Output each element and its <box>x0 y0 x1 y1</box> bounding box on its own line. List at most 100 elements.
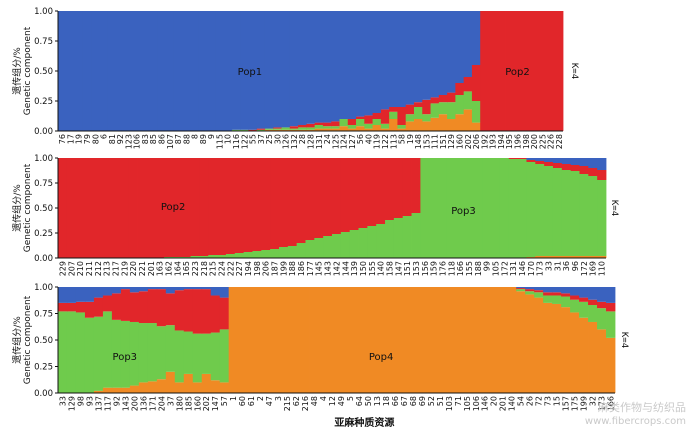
bar-segment-pop4 <box>389 119 398 131</box>
population-label: Pop2 <box>161 202 186 213</box>
x-tick-label: 107 <box>166 134 175 149</box>
x-tick-label: 5 <box>346 396 355 401</box>
x-tick-label: 8 <box>191 134 200 139</box>
bar-segment-pop1 <box>422 11 431 100</box>
bar-segment-pop1 <box>102 287 113 296</box>
x-tick-label: 192 <box>480 134 489 149</box>
x-tick-label: 129 <box>447 134 456 149</box>
bar-segment-pop1 <box>91 11 100 131</box>
bar-segment-pop4 <box>129 385 140 393</box>
bar-segment-pop4 <box>507 287 517 393</box>
k-value-label: K=4 <box>609 200 619 216</box>
x-tick-label: 172 <box>580 261 589 276</box>
x-tick-label: 188 <box>288 261 297 276</box>
bar-segment-pop2 <box>298 125 307 128</box>
bar-segment-pop4 <box>363 287 373 393</box>
bar-segment-pop3 <box>446 158 457 258</box>
x-tick-label: 49 <box>337 396 346 406</box>
bar-segment-pop4 <box>516 291 526 393</box>
bar-segment-pop4 <box>174 382 185 393</box>
bar-segment-pop4 <box>327 287 337 393</box>
bar-segment-pop2 <box>385 158 395 220</box>
bar-segment-pop2 <box>58 158 68 258</box>
bar-segment-pop4 <box>201 373 212 393</box>
x-tick-label: 224 <box>218 261 227 276</box>
x-tick-label: 143 <box>324 261 333 276</box>
bar-segment-pop3 <box>534 292 544 298</box>
bar-segment-pop4 <box>597 329 607 393</box>
bar-segment-pop4 <box>455 114 465 131</box>
x-tick-label: 150 <box>359 261 368 276</box>
bar-segment-pop2 <box>278 158 289 247</box>
x-tick-label: 211 <box>85 261 94 276</box>
y-tick-label: 0.25 <box>34 363 53 373</box>
bar-segment-pop1 <box>190 11 200 131</box>
y-tick-label: 0.50 <box>34 336 53 346</box>
x-tick-label: 194 <box>244 261 253 276</box>
bar-segment-pop2 <box>554 11 564 131</box>
x-tick-label: 55 <box>249 134 258 144</box>
bar-segment-pop4 <box>535 256 545 258</box>
bar-segment-pop1 <box>516 287 526 289</box>
x-tick-label: 199 <box>279 261 288 276</box>
bar-segment-pop4 <box>534 297 544 393</box>
bar-segment-pop2 <box>102 158 112 258</box>
x-tick-label: 32 <box>589 396 598 406</box>
bar-segment-pop1 <box>552 158 563 163</box>
y-tick-label: 1.00 <box>34 7 53 17</box>
k-value-label: K=4 <box>619 332 629 348</box>
bar-segment-pop3 <box>364 123 373 129</box>
bar-segment-pop3 <box>447 102 456 119</box>
bar-segment-pop2 <box>349 158 359 230</box>
bar-segment-pop1 <box>588 158 598 168</box>
bar-segment-pop1 <box>223 11 233 131</box>
panel-3: 0.00 0.25 0.50 0.75 1.00 遗传组分/% Genetic compon… <box>11 283 629 429</box>
bar-segment-pop2 <box>570 295 580 300</box>
bar-segment-pop1 <box>149 11 158 131</box>
bar-segment-pop2 <box>552 163 563 168</box>
bar-segment-pop4 <box>237 287 248 393</box>
bar-segment-pop3 <box>393 218 404 258</box>
x-tick-label: 216 <box>301 396 310 411</box>
x-tick-label: 67 <box>400 396 409 406</box>
x-tick-label: 195 <box>505 134 514 149</box>
bar-segment-pop4 <box>570 312 580 393</box>
bar-segment-pop2 <box>172 158 183 257</box>
bar-segment-pop2 <box>546 11 556 131</box>
bar-segment-pop2 <box>356 116 365 119</box>
x-tick-label: 201 <box>147 261 156 276</box>
bar-segment-pop2 <box>526 160 536 162</box>
x-tick-label: 52 <box>427 396 436 406</box>
bar-segment-pop3 <box>606 311 616 338</box>
bar-segment-pop2 <box>248 129 258 131</box>
x-tick-label: 198 <box>522 134 531 149</box>
bar-segment-pop2 <box>217 158 227 255</box>
x-tick-label: 215 <box>209 261 218 276</box>
bar-segment-pop2 <box>93 158 103 258</box>
bar-segment-pop4 <box>561 307 571 393</box>
bar-segment-pop4 <box>397 128 407 131</box>
bar-segment-pop2 <box>544 162 554 166</box>
bar-segment-pop2 <box>471 65 481 101</box>
x-tick-label: 163 <box>156 261 165 276</box>
bar-segment-pop1 <box>93 287 104 298</box>
x-tick-label: 176 <box>438 261 447 276</box>
bar-segment-pop3 <box>405 114 415 122</box>
bar-segment-pop4 <box>281 129 291 131</box>
x-tick-label: 37 <box>257 134 266 144</box>
x-tick-label: 19 <box>406 134 415 144</box>
bar-segment-pop3 <box>525 291 535 295</box>
bar-segment-pop4 <box>422 121 431 131</box>
y-tick-label: 0.75 <box>34 310 53 320</box>
x-tick-label: 30 <box>273 134 282 144</box>
x-tick-label: 194 <box>497 134 506 149</box>
bar-segment-pop2 <box>579 166 589 174</box>
bar-segment-pop3 <box>234 253 245 258</box>
bar-segment-pop3 <box>491 158 501 258</box>
x-tick-label: 215 <box>283 396 292 411</box>
x-tick-label: 50 <box>364 396 373 406</box>
x-tick-label: 142 <box>332 261 341 276</box>
bar-segment-pop2 <box>447 92 456 103</box>
bar-segment-pop3 <box>261 250 271 258</box>
bar-segment-pop1 <box>115 11 125 131</box>
